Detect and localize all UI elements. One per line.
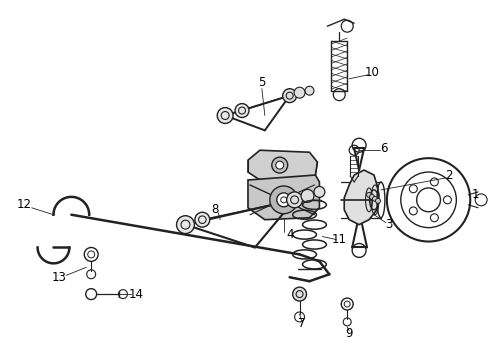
Text: 11: 11 [332,233,347,246]
Text: 2: 2 [444,168,452,181]
Circle shape [305,86,314,95]
Circle shape [293,287,307,301]
Circle shape [372,196,377,201]
Text: 13: 13 [52,271,67,284]
Circle shape [176,216,195,234]
Circle shape [375,198,380,203]
Text: 5: 5 [258,76,266,89]
Circle shape [287,192,302,208]
Text: 8: 8 [212,203,219,216]
Text: 7: 7 [298,318,305,330]
Text: 9: 9 [345,327,353,340]
Polygon shape [344,170,379,225]
Circle shape [301,189,314,202]
Circle shape [369,194,374,199]
Circle shape [277,193,291,207]
Text: 10: 10 [365,66,379,79]
Polygon shape [248,150,318,182]
Polygon shape [248,175,319,220]
Text: 3: 3 [385,218,392,231]
Circle shape [314,186,325,197]
Text: 6: 6 [380,142,388,155]
Circle shape [283,89,296,103]
Circle shape [276,161,284,169]
Circle shape [195,212,210,227]
Circle shape [294,87,305,98]
Circle shape [217,108,233,123]
Text: 14: 14 [128,288,144,301]
Text: 1: 1 [471,188,479,201]
Circle shape [235,104,249,117]
Circle shape [270,186,297,214]
Text: 12: 12 [16,198,31,211]
Circle shape [272,157,288,173]
Circle shape [367,192,371,197]
Text: 4: 4 [286,228,294,241]
